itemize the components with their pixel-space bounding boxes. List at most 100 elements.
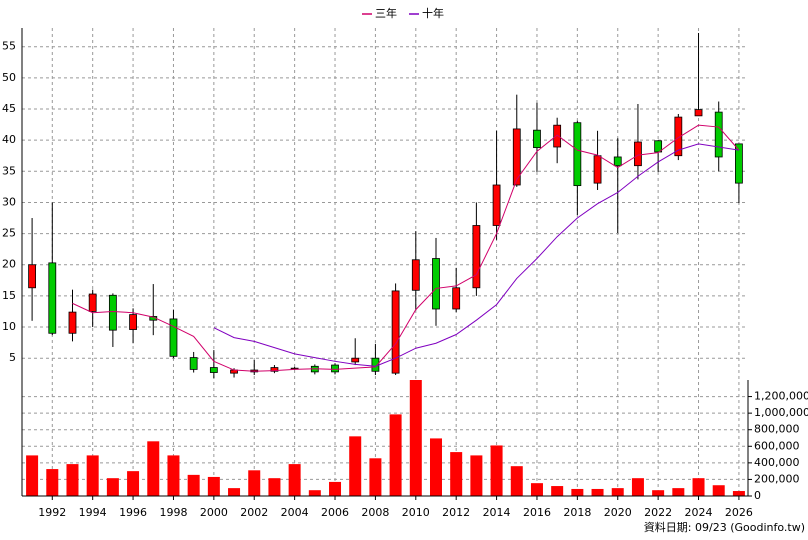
candle-body	[108, 294, 117, 331]
volume-bar	[470, 455, 483, 496]
x-tick-label: 2010	[402, 506, 430, 519]
candle-body	[533, 129, 541, 149]
candle-body	[209, 367, 218, 373]
candle-body	[270, 367, 279, 372]
x-tick-label: 2002	[240, 506, 268, 519]
volume-bar	[732, 491, 745, 496]
volume-bar	[167, 455, 180, 496]
volume-bar	[510, 466, 523, 496]
x-tick-label: 1996	[119, 506, 147, 519]
legend-label: 三年	[375, 6, 397, 20]
x-tick-label: 2020	[604, 506, 632, 519]
candle-body	[432, 258, 440, 310]
volume-bar	[490, 445, 503, 496]
candle-body	[735, 143, 743, 184]
volume-bar	[571, 488, 584, 496]
candle-body	[553, 124, 562, 148]
candle-body	[88, 293, 97, 312]
candle-body	[613, 156, 622, 167]
candle-body	[331, 364, 339, 373]
y-tick-label: 20	[2, 258, 16, 271]
x-tick-label: 2008	[361, 506, 389, 519]
y-tick-label: 45	[2, 102, 16, 115]
candle-body	[512, 128, 521, 186]
y-tick-label: 25	[2, 227, 16, 240]
y-tick-label: 1,200,000	[754, 390, 808, 403]
candle-body	[68, 311, 77, 334]
y-tick-label: 600,000	[754, 439, 800, 452]
volume-bar	[712, 485, 725, 496]
x-tick-label: 2018	[563, 506, 591, 519]
ma-line	[213, 143, 739, 367]
volume-bar	[450, 452, 463, 496]
candle-body	[472, 225, 481, 289]
volume-bar	[672, 488, 685, 496]
volume-bar	[329, 481, 342, 496]
volume-bar	[207, 476, 220, 496]
candle-body	[674, 116, 683, 157]
volume-bar	[228, 488, 241, 496]
volume-bar	[26, 455, 39, 496]
y-tick-label: 10	[2, 320, 16, 333]
volume-bar	[268, 478, 281, 496]
x-tick-label: 2006	[321, 506, 349, 519]
candle-body	[189, 357, 198, 370]
volume-bar	[86, 455, 99, 496]
candle-body	[714, 111, 723, 158]
y-tick-label: 1,000,000	[754, 406, 808, 419]
volume-bar	[551, 486, 564, 496]
y-tick-label: 50	[2, 71, 16, 84]
y-tick-label: 800,000	[754, 423, 800, 436]
y-tick-label: 0	[754, 489, 761, 502]
candle-body	[48, 262, 57, 334]
x-tick-label: 2024	[685, 506, 713, 519]
volume-bar	[187, 474, 200, 496]
volume-bar	[409, 380, 422, 496]
y-tick-label: 40	[2, 133, 16, 146]
y-tick-label: 200,000	[754, 472, 800, 485]
candle-body	[391, 290, 400, 374]
volume-bar	[127, 471, 140, 496]
volume-bar	[308, 490, 321, 496]
volume-bar	[692, 478, 705, 496]
volume-bar	[530, 483, 543, 496]
volume-bar	[611, 488, 624, 496]
x-tick-label: 2016	[523, 506, 551, 519]
x-tick-label: 2022	[644, 506, 672, 519]
y-tick-label: 55	[2, 40, 16, 53]
volume-bar	[248, 470, 261, 496]
x-tick-label: 2000	[200, 506, 228, 519]
volume-bar	[106, 478, 119, 496]
candle-body	[129, 314, 137, 330]
volume-bar	[591, 488, 604, 496]
volume-bar	[288, 464, 301, 496]
ma-line	[72, 124, 740, 372]
volume-bar	[389, 414, 402, 496]
legend-label: 十年	[422, 6, 444, 20]
x-tick-label: 2012	[442, 506, 470, 519]
x-tick-label: 1994	[79, 506, 107, 519]
candle-body	[634, 141, 642, 167]
candle-body	[654, 140, 663, 153]
candle-body	[169, 318, 178, 357]
volume-bar	[46, 469, 59, 496]
candle-body	[694, 109, 703, 117]
x-tick-label: 1992	[38, 506, 66, 519]
y-tick-label: 15	[2, 289, 16, 302]
candle-body	[573, 122, 582, 187]
volume-bar	[631, 478, 644, 496]
candle-body	[452, 287, 461, 310]
x-tick-label: 2004	[281, 506, 309, 519]
x-tick-label: 1998	[159, 506, 187, 519]
volume-bar	[147, 441, 160, 496]
y-tick-label: 400,000	[754, 456, 800, 469]
volume-bar	[369, 458, 382, 496]
candle-body	[351, 357, 360, 363]
volume-bar	[652, 490, 665, 496]
volume-bar	[429, 438, 442, 496]
candle-body	[593, 155, 602, 184]
x-tick-label: 2014	[483, 506, 511, 519]
volume-bar	[66, 464, 79, 496]
y-tick-label: 5	[9, 351, 16, 364]
